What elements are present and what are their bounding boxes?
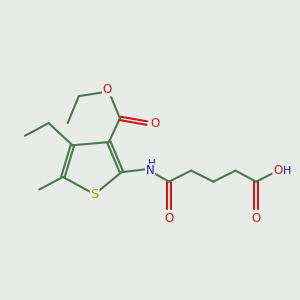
Text: O: O (151, 117, 160, 130)
Text: O: O (164, 212, 174, 225)
Text: O: O (273, 164, 282, 177)
Text: H: H (148, 159, 156, 169)
Text: O: O (103, 83, 112, 96)
Text: H: H (283, 166, 291, 176)
Text: N: N (146, 164, 154, 177)
Text: S: S (90, 188, 99, 201)
Text: O: O (251, 212, 261, 225)
